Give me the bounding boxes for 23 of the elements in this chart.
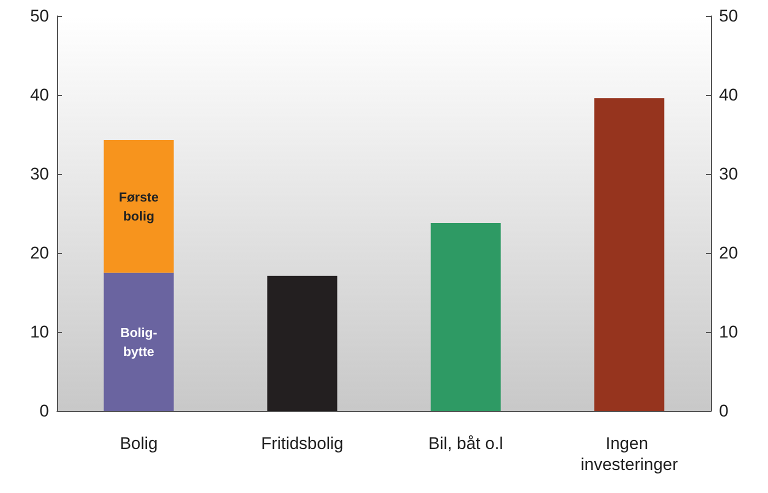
series-label: Bolig-bytte: [120, 324, 158, 359]
series-label: Første bolig: [118, 189, 159, 224]
x-tick-label: Ingen investeringer: [580, 434, 678, 474]
y-tick-label: 50: [30, 6, 49, 26]
bar: [267, 276, 338, 411]
y2-tick-label: 50: [719, 6, 738, 26]
y-tick-label: 10: [30, 322, 49, 342]
bar: [104, 140, 174, 273]
bar: [430, 222, 501, 411]
x-tick-label: Bolig: [120, 434, 158, 453]
y-tick-label: 0: [40, 402, 49, 420]
y2-tick-label: 10: [719, 322, 738, 342]
bar: [594, 98, 664, 411]
y-tick-label: 20: [30, 244, 49, 262]
y2-tick-label: 40: [719, 86, 738, 104]
y2-tick-label: 0: [719, 402, 728, 420]
bar: [104, 272, 174, 411]
y2-tick-label: 30: [719, 164, 738, 184]
y-tick-label: 30: [30, 164, 49, 184]
x-tick-label: Bil, båt o.l: [428, 434, 504, 453]
y2-tick-label: 20: [719, 244, 738, 262]
y-tick-label: 40: [30, 86, 49, 104]
x-tick-label: Fritidsbolig: [261, 434, 344, 453]
